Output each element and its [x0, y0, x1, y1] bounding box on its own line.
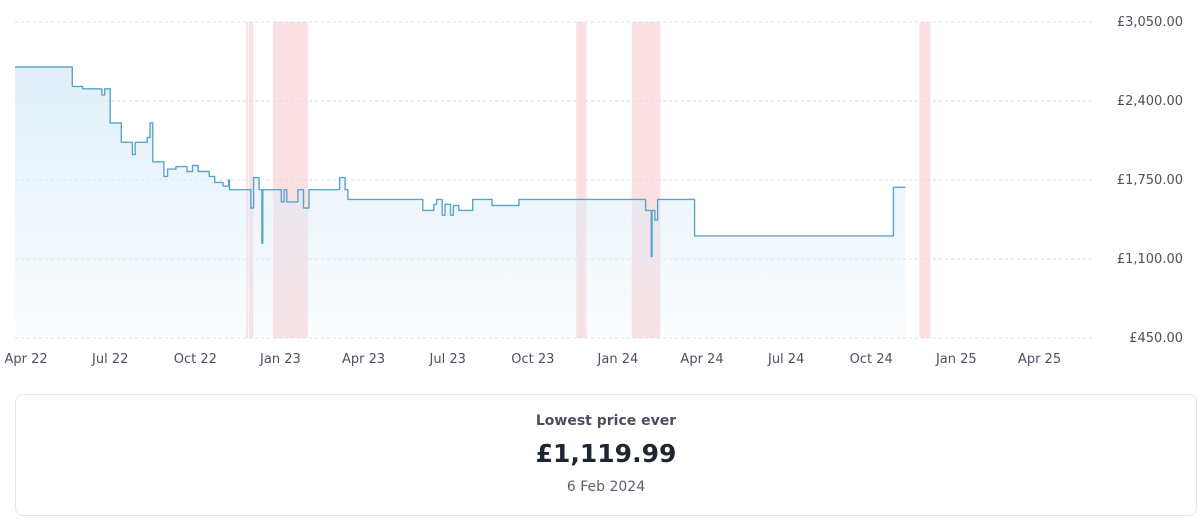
x-tick-label: Apr 23: [342, 352, 385, 367]
x-tick-label: Apr 24: [680, 352, 723, 367]
x-tick-label: Jul 23: [429, 352, 466, 367]
y-axis-ticks: £3,050.00 £2,400.00 £1,750.00 £1,100.00 £450…: [1117, 15, 1183, 346]
price-line-layer: [15, 66, 906, 258]
x-tick-label: Apr 25: [1018, 352, 1061, 367]
x-tick-label: Jan 23: [259, 352, 301, 367]
price-line[interactable]: [15, 66, 906, 258]
lowest-price-value: £1,119.99: [535, 439, 677, 468]
y-tick-label: £450.00: [1129, 331, 1183, 346]
y-tick-label: £1,750.00: [1117, 173, 1183, 188]
sale-band-5: [919, 22, 931, 338]
x-tick-label: Jan 24: [597, 352, 639, 367]
y-tick-label: £3,050.00: [1117, 15, 1183, 30]
x-tick-label: Apr 22: [5, 352, 48, 367]
sale-band-0: [246, 22, 249, 338]
price-history-chart[interactable]: £3,050.00 £2,400.00 £1,750.00 £1,100.00 £450…: [0, 0, 1200, 380]
x-tick-label: Oct 23: [511, 352, 554, 367]
price-area-fill: [15, 67, 906, 338]
x-tick-label: Oct 22: [174, 352, 217, 367]
lowest-price-date: 6 Feb 2024: [566, 479, 646, 495]
lowest-price-card: Lowest price ever £1,119.99 6 Feb 2024: [15, 394, 1197, 516]
y-tick-label: £2,400.00: [1117, 94, 1183, 109]
x-tick-label: Oct 24: [850, 352, 893, 367]
lowest-price-label: Lowest price ever: [535, 413, 677, 429]
price-area: [15, 67, 906, 338]
x-tick-label: Jul 22: [91, 352, 128, 367]
y-tick-label: £1,100.00: [1117, 252, 1183, 267]
x-tick-label: Jan 25: [935, 352, 977, 367]
x-axis-ticks: Apr 22 Jul 22 Oct 22 Jan 23 Apr 23 Jul 23 Oct …: [5, 352, 1062, 367]
x-tick-label: Jul 24: [767, 352, 804, 367]
